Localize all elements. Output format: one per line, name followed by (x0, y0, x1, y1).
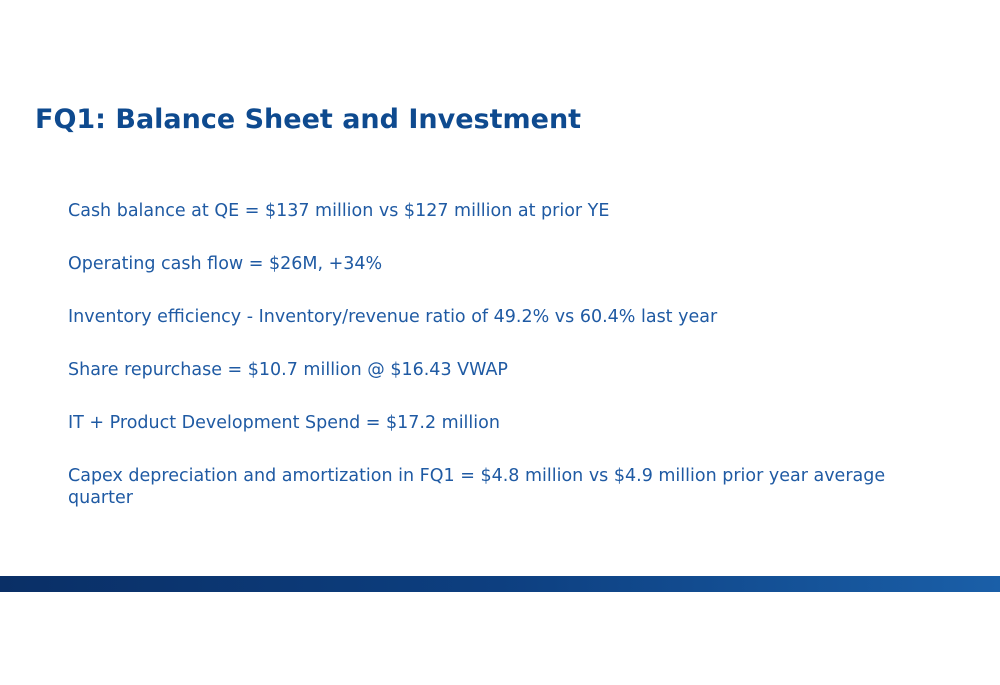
footer-color-band (0, 576, 1000, 592)
bullet-operating-cash-flow: Operating cash flow = $26M, +34% (68, 254, 383, 274)
bullet-share-repurchase: Share repurchase = $10.7 million @ $16.4… (68, 360, 508, 380)
bullet-cash-balance: Cash balance at QE = $137 million vs $12… (68, 201, 610, 221)
bullet-capex-depreciation: Capex depreciation and amortization in F… (68, 466, 886, 508)
slide-title: FQ1: Balance Sheet and Investment (35, 104, 582, 135)
bullet-it-product-spend: IT + Product Development Spend = $17.2 m… (68, 413, 500, 433)
bullet-list: Cash balance at QE = $137 million vs $12… (68, 200, 948, 540)
bullet-inventory-efficiency: Inventory efficiency - Inventory/revenue… (68, 307, 718, 327)
